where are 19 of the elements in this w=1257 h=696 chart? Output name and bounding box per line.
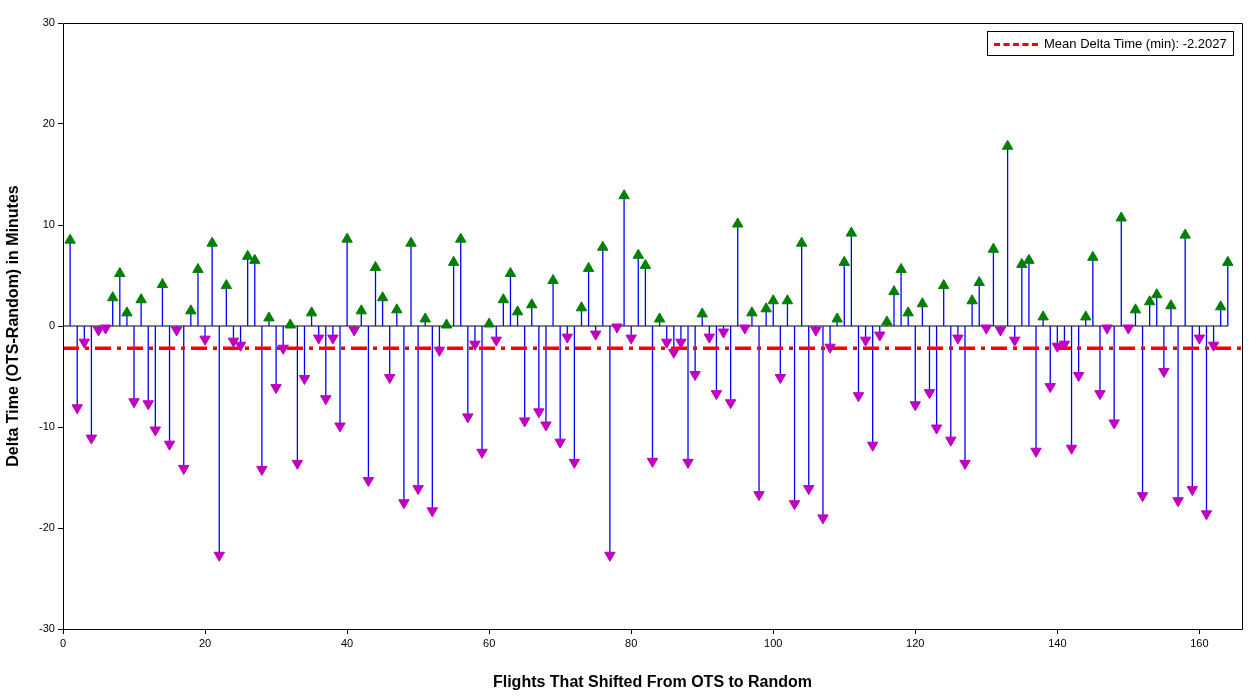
y-tick-label: 20 bbox=[42, 117, 55, 130]
x-tick-label: 20 bbox=[198, 636, 212, 649]
y-tick-label: -30 bbox=[39, 622, 55, 635]
x-axis-title: Flights That Shifted From OTS to Random bbox=[492, 672, 813, 690]
x-tick-label: 0 bbox=[59, 636, 67, 649]
y-tick-label: -10 bbox=[39, 420, 55, 433]
x-tick-label: 40 bbox=[340, 636, 354, 649]
y-tick-label: -20 bbox=[39, 521, 55, 534]
x-tick-label: 120 bbox=[906, 636, 925, 649]
legend-label: Mean Delta Time (min): -2.2027 bbox=[1044, 36, 1227, 51]
y-tick-label: 0 bbox=[48, 319, 55, 332]
x-tick-label: 80 bbox=[625, 636, 638, 649]
y-tick-label: 10 bbox=[42, 218, 55, 231]
x-tick-label: 160 bbox=[1190, 636, 1209, 649]
x-tick-label: 140 bbox=[1048, 636, 1067, 649]
x-tick-label: 100 bbox=[764, 636, 783, 649]
x-tick-label: 60 bbox=[483, 636, 496, 649]
y-axis-title: Delta Time (OTS-Random) in Minutes bbox=[4, 185, 22, 467]
y-tick-label: 30 bbox=[42, 16, 55, 29]
